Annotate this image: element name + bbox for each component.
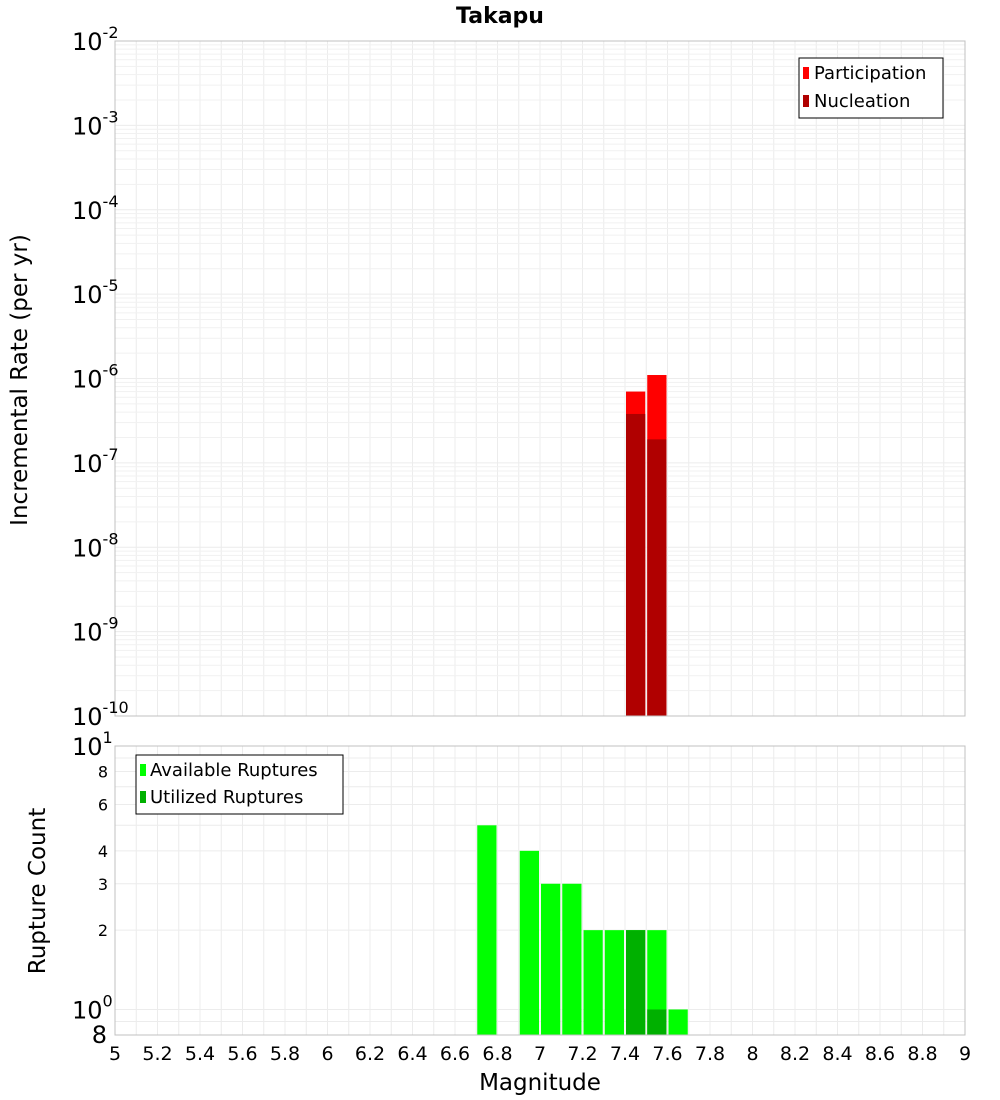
x-tick-label: 7.6 xyxy=(652,1043,682,1065)
x-tick-label: 5.8 xyxy=(270,1043,300,1065)
x-tick-label: 5 xyxy=(109,1043,121,1065)
legend-swatch-available xyxy=(140,764,146,776)
x-tick-label: 9 xyxy=(959,1043,971,1065)
legend-swatch-utilized xyxy=(140,791,146,803)
x-tick-label: 8.8 xyxy=(907,1043,937,1065)
rate-y-tick-label: 10-3 xyxy=(72,107,119,140)
legend-swatch-nucleation xyxy=(803,95,809,107)
count-y-tick-label-power: 101 xyxy=(72,728,113,761)
x-tick-label: 5.4 xyxy=(185,1043,215,1065)
x-tick-label: 7 xyxy=(534,1043,546,1065)
available-ruptures-bar xyxy=(541,883,561,1035)
count-y-tick-label-bottom: 8 xyxy=(92,1021,107,1049)
x-tick-label: 6.2 xyxy=(355,1043,385,1065)
rate-plot-frame xyxy=(114,40,966,717)
x-tick-label: 8.4 xyxy=(822,1043,852,1065)
legend-label-nucleation: Nucleation xyxy=(814,91,910,112)
legend-swatch-participation xyxy=(803,67,809,79)
available-ruptures-bar xyxy=(477,825,497,1035)
x-tick-label: 5.2 xyxy=(142,1043,172,1065)
chart-title: Takapu xyxy=(456,4,544,29)
available-ruptures-bar xyxy=(604,930,624,1035)
nucleation-bar xyxy=(626,413,646,716)
count-legend-box xyxy=(135,754,344,815)
rate-panel: 10-2 10-3 10-4 10-5 10-6 10-7 10-8 10-9 10-10 In… xyxy=(7,23,966,731)
x-tick-label: 5.6 xyxy=(227,1043,257,1065)
rate-y-tick-label: 10-4 xyxy=(72,192,119,225)
x-tick-label: 7.4 xyxy=(610,1043,640,1065)
count-y-tick-label: 3 xyxy=(98,875,108,894)
count-y-tick-label: 2 xyxy=(98,921,108,940)
count-plot-frame xyxy=(114,745,966,1036)
rate-y-tick-label: 10-8 xyxy=(72,529,119,562)
x-axis-label: Magnitude xyxy=(479,1070,601,1096)
legend-label-participation: Participation xyxy=(814,63,926,84)
legend-label-utilized: Utilized Ruptures xyxy=(150,787,303,808)
x-tick-label: 8 xyxy=(746,1043,758,1065)
rate-y-tick-label: 10-10 xyxy=(72,698,129,731)
x-tick-label: 7.2 xyxy=(567,1043,597,1065)
count-y-tick-label: 6 xyxy=(98,795,108,814)
count-legend: Available Ruptures Utilized Ruptures xyxy=(135,754,344,815)
x-tick-label: 6.4 xyxy=(397,1043,427,1065)
x-tick-label: 6 xyxy=(321,1043,333,1065)
legend-label-available: Available Ruptures xyxy=(150,760,318,781)
rate-y-tick-label: 10-7 xyxy=(72,445,119,478)
rate-y-axis-label: Incremental Rate (per yr) xyxy=(7,234,33,526)
count-y-tick-label: 8 xyxy=(98,763,108,782)
utilized-ruptures-bar xyxy=(647,1009,667,1035)
utilized-ruptures-bar xyxy=(626,930,646,1035)
rate-y-tick-label: 10-6 xyxy=(72,361,119,394)
rate-y-tick-label: 10-5 xyxy=(72,276,119,309)
available-ruptures-bar xyxy=(668,1009,688,1035)
x-tick-label: 6.8 xyxy=(482,1043,512,1065)
count-y-tick-label-power: 100 xyxy=(72,991,113,1024)
x-tick-label: 6.6 xyxy=(440,1043,470,1065)
x-tick-label: 8.2 xyxy=(780,1043,810,1065)
available-ruptures-bar xyxy=(562,883,582,1035)
rate-y-tick-label: 10-9 xyxy=(72,614,119,647)
nucleation-bar xyxy=(647,439,667,716)
count-y-tick-label: 4 xyxy=(98,842,108,861)
rate-legend: Participation Nucleation xyxy=(798,57,944,119)
rate-legend-box xyxy=(798,57,944,119)
x-tick-label: 8.6 xyxy=(865,1043,895,1065)
rate-y-tick-label: 10-2 xyxy=(72,23,119,56)
x-tick-label: 7.8 xyxy=(695,1043,725,1065)
count-y-axis-label: Rupture Count xyxy=(25,808,51,974)
available-ruptures-bar xyxy=(583,930,603,1035)
available-ruptures-bar xyxy=(519,850,539,1035)
available-ruptures-bar xyxy=(647,930,667,1035)
